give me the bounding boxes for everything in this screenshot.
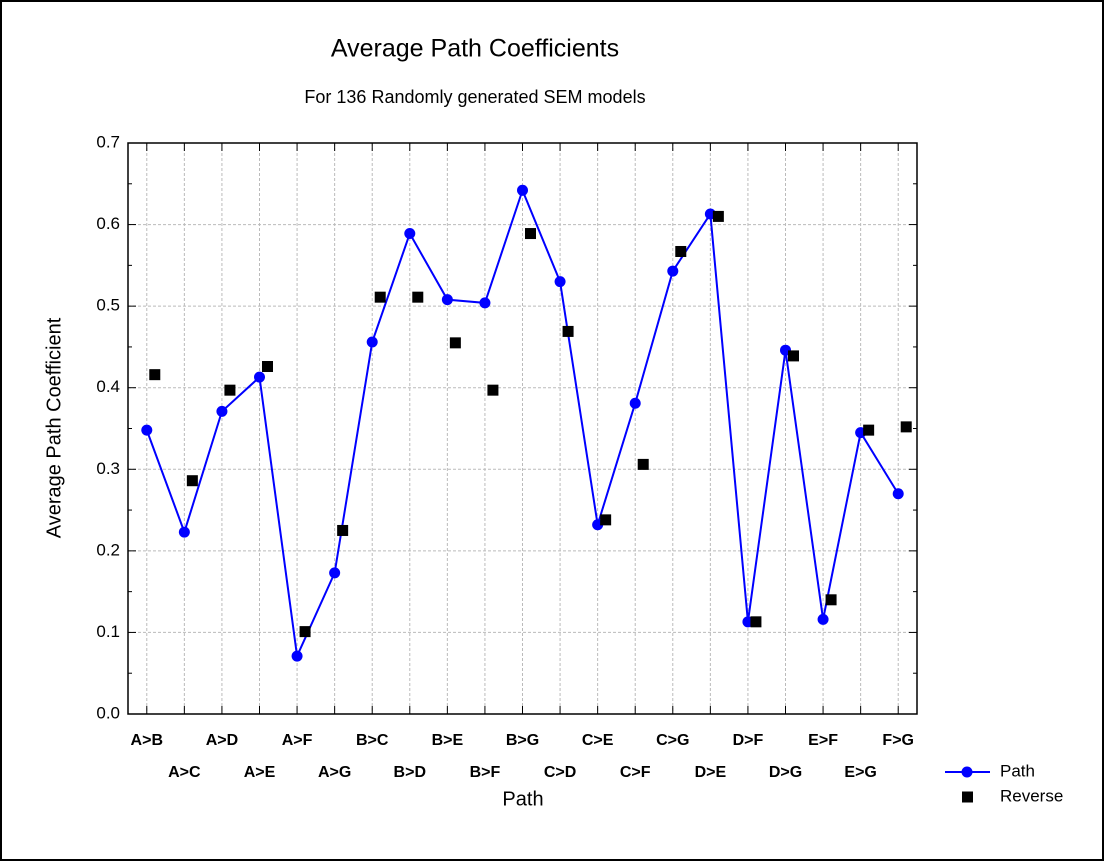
y-tick-label: 0.6 [96,214,120,233]
y-tick-label: 0.4 [96,377,120,396]
point [366,336,378,348]
point [629,397,641,409]
legend-marker [962,791,973,803]
chart-subtitle: For 136 Randomly generated SEM models [304,87,645,107]
point [479,297,491,309]
point [562,325,574,337]
y-tick-label: 0.1 [96,622,120,641]
x-tick-label: D>E [695,764,727,781]
point [637,458,649,470]
x-tick-label: D>F [733,732,764,749]
x-tick-label: D>G [769,764,802,781]
point [487,384,499,396]
point [667,265,679,277]
x-tick-label: A>C [168,764,201,781]
point [554,276,566,288]
legend-label: Path [1000,761,1035,780]
point [374,291,386,303]
x-tick-label: A>D [206,732,238,749]
plot-frame [127,142,918,715]
point [712,210,724,222]
point [825,594,837,606]
point [441,294,453,306]
point [262,361,273,373]
point [254,371,265,383]
x-tick-label: B>E [432,732,464,749]
x-tick-label: B>D [394,764,426,781]
point [600,514,612,526]
point [525,228,536,240]
point [186,475,198,487]
chart-title: Average Path Coefficients [331,35,619,63]
x-tick-label: A>G [318,764,351,781]
point [900,421,912,433]
y-tick-label: 0.3 [96,459,120,478]
point [892,488,904,500]
y-tick-label: 0.5 [96,296,120,315]
point [863,424,875,436]
x-tick-label: E>G [844,764,876,781]
point [788,350,799,362]
point [216,405,228,417]
x-tick-label: A>F [282,732,313,749]
y-axis-label: Average Path Coefficient [43,317,65,538]
y-tick-label: 0.7 [96,132,120,151]
point [329,567,341,579]
x-axis-label: Path [502,788,543,810]
y-tick-label: 0.2 [96,540,120,559]
point [337,524,349,536]
point [449,337,461,349]
y-tick-label: 0.0 [96,703,120,722]
point [299,626,311,638]
point [412,291,424,303]
x-tick-label: B>C [356,732,389,749]
point [404,228,416,240]
point [141,424,153,436]
x-tick-label: C>G [656,732,689,749]
point [817,613,829,625]
point [750,616,762,628]
legend-marker [961,766,973,778]
x-tick-label: A>B [131,732,163,749]
x-tick-label: C>F [620,764,651,781]
legend-label: Reverse [1000,786,1063,805]
point [178,526,190,538]
x-tick-label: C>D [544,764,576,781]
x-tick-label: B>G [506,732,539,749]
point [517,184,528,196]
point [149,369,161,381]
point [675,245,687,257]
point [291,650,303,662]
x-tick-label: F>G [882,732,914,749]
x-tick-label: C>E [582,732,614,749]
point [224,384,236,396]
x-tick-label: B>F [470,764,501,781]
x-tick-label: A>E [244,764,276,781]
x-tick-label: E>F [808,732,838,749]
